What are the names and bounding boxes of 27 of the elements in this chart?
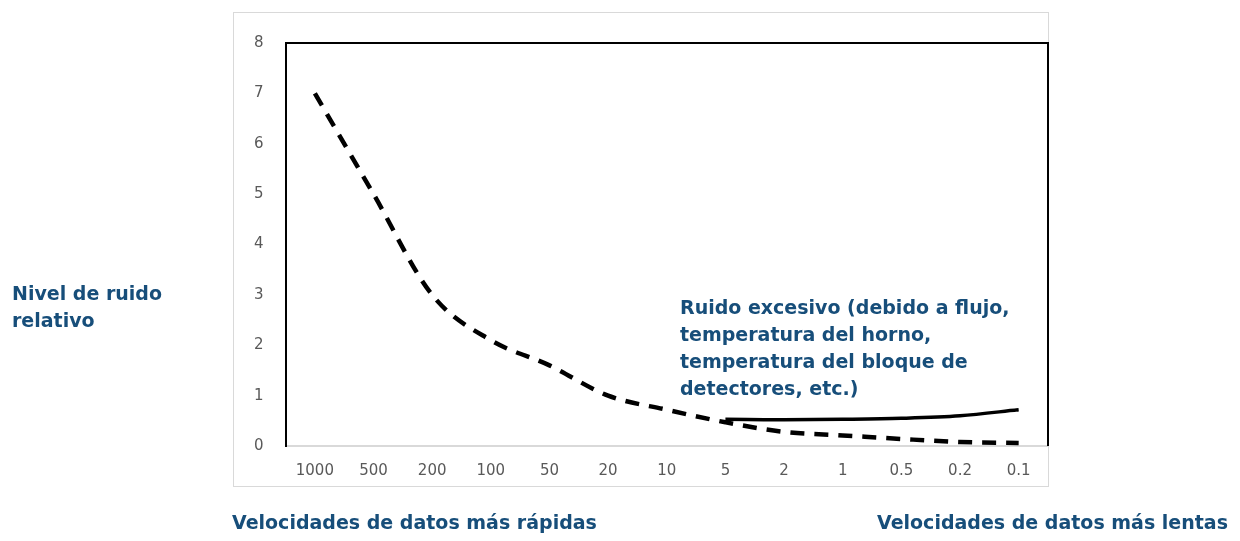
y-tick-label: 5 (254, 184, 264, 203)
x-tick-label: 1 (837, 460, 848, 479)
y-tick-label: 0 (254, 435, 264, 454)
x-tick-label: 200 (417, 460, 447, 479)
x-tick-label: 500 (359, 460, 388, 479)
x-tick-label: 2 (779, 460, 789, 479)
y-tick-label: 3 (254, 284, 264, 303)
x-tick-label: 20 (598, 460, 618, 479)
y-tick-label: 6 (254, 133, 264, 152)
y-axis-title: Nivel de ruido relativo (12, 281, 163, 333)
x-tick-label: 0.5 (889, 460, 914, 479)
x-tick-label: 0.1 (1006, 460, 1031, 479)
x-tick-label: 0.2 (948, 460, 972, 479)
y-tick-label: 7 (254, 83, 264, 102)
annotation: Ruido excesivo (debido a flujo, temperatura del horno, temperatura del bloque de detectores, etc.) (680, 295, 1011, 401)
x-tick-label: 50 (539, 460, 560, 479)
x-tick-label: 100 (476, 460, 506, 479)
y-tick-label: 2 (254, 335, 264, 354)
text: Velocidades de datos más lentas (877, 511, 1228, 533)
text: Velocidades de datos más rápidas (232, 511, 597, 533)
x-tick-label: 10 (657, 460, 677, 479)
x-tick-label: 1000 (295, 460, 334, 479)
y-tick-label: 8 (254, 32, 264, 51)
x-tick-label: 5 (720, 460, 731, 479)
line-series (312, 91, 1021, 446)
y-tick-label: 4 (254, 234, 264, 253)
y-tick-label: 1 (254, 385, 264, 404)
